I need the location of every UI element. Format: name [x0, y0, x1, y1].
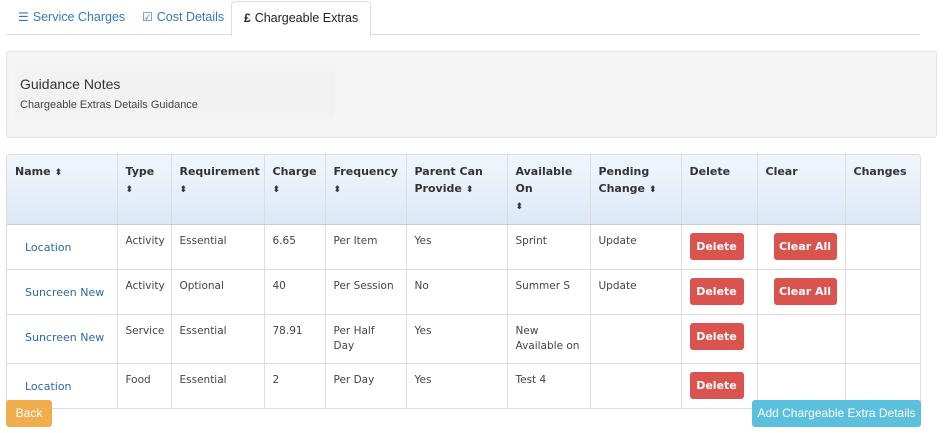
tab-cost-details[interactable]: ☑ Cost Details [142, 0, 224, 35]
back-button[interactable]: Back [6, 400, 52, 427]
sort-icon[interactable]: ⬍ [333, 185, 342, 195]
cell-changes [845, 269, 920, 315]
cell-requirement: Essential [171, 314, 265, 364]
sort-icon[interactable]: ⬍ [54, 168, 63, 178]
table-row: Location Activity Essential 6.65 Per Item Yes… [7, 224, 920, 270]
cell-available: Sprint [507, 224, 591, 270]
extra-name-link[interactable]: Suncreen New [25, 286, 105, 299]
delete-button[interactable]: Delete [689, 233, 744, 260]
delete-button[interactable]: Delete [689, 372, 744, 399]
cell-charge: 40 [264, 269, 326, 315]
clear-all-button[interactable]: Clear All [773, 233, 837, 260]
column-header[interactable]: Charge ⬍ [264, 155, 326, 225]
cell-charge: 6.65 [264, 224, 326, 270]
column-header-label: Clear [765, 165, 798, 178]
cell-requirement: Optional [171, 269, 265, 315]
column-header[interactable]: Requirement ⬍ [171, 155, 265, 225]
table-row: Suncreen New Activity Optional 40 Per Sessio… [7, 269, 920, 315]
sort-icon[interactable]: ⬍ [515, 202, 524, 212]
guidance-panel: Guidance Notes Chargeable Extras Details… [6, 51, 937, 138]
column-header-label: Charge [272, 165, 317, 178]
cell-pending: Update [590, 224, 682, 270]
cell-parent: No [406, 269, 508, 315]
column-header-label: Delete [689, 165, 731, 178]
guidance-title: Guidance Notes [20, 76, 121, 92]
column-header[interactable]: Parent Can Provide ⬍ [406, 155, 508, 225]
cell-requirement: Essential [171, 363, 265, 408]
cell-changes [845, 314, 920, 364]
delete-button[interactable]: Delete [689, 278, 744, 305]
cell-type: Activity [117, 269, 172, 315]
cell-parent: Yes [406, 314, 508, 364]
pound-icon: £ [244, 11, 251, 25]
sort-icon[interactable]: ⬍ [272, 185, 281, 195]
list-icon: ☰ [18, 10, 29, 24]
cell-type: Activity [117, 224, 172, 270]
cell-available: New Available on [507, 314, 591, 364]
sort-icon[interactable]: ⬍ [465, 185, 474, 195]
cell-frequency: Per Half Day [325, 314, 407, 364]
cell-requirement: Essential [171, 224, 265, 270]
add-chargeable-extra-button[interactable]: Add Chargeable Extra Details [752, 400, 921, 427]
cell-frequency: Per Session [325, 269, 407, 315]
column-header[interactable]: Available On ⬍ [507, 155, 591, 225]
tab-bar: ☰ Service Charges ☑ Cost Details £ Chargeab… [6, 0, 920, 37]
cell-available: Test 4 [507, 363, 591, 408]
guidance-text: Chargeable Extras Details Guidance [20, 99, 198, 111]
cell-parent: Yes [406, 363, 508, 408]
delete-button[interactable]: Delete [689, 323, 744, 350]
column-header-label: Changes [853, 165, 907, 178]
tab-service-charges[interactable]: ☰ Service Charges [18, 0, 125, 35]
column-header: Changes [845, 155, 920, 225]
sort-icon[interactable]: ⬍ [649, 185, 657, 195]
cell-pending [590, 363, 682, 408]
column-header[interactable]: Type ⬍ [117, 155, 172, 225]
chargeable-extras-table: Name ⬍ Type ⬍ Requirement ⬍ Charge ⬍ Frequency ⬍ P… [6, 154, 921, 409]
table-row: Location Food Essential 2 Per Day Yes Test 4 De… [7, 363, 920, 408]
cell-frequency: Per Day [325, 363, 407, 408]
column-header[interactable]: Frequency ⬍ [325, 155, 407, 225]
tab-chargeable-extras[interactable]: £ Chargeable Extras [231, 1, 372, 37]
column-header-label: Requirement [179, 165, 260, 178]
cell-type: Service [117, 314, 172, 364]
column-header: Delete [681, 155, 758, 225]
clear-all-button[interactable]: Clear All [773, 278, 837, 305]
cell-changes [845, 224, 920, 270]
column-header-label: Name [15, 165, 51, 178]
cell-type: Food [117, 363, 172, 408]
column-header[interactable]: Pending Change ⬍ [590, 155, 682, 225]
table-row: Suncreen New Service Essential 78.91 Per Hal… [7, 314, 920, 364]
cell-pending [590, 314, 682, 364]
extra-name-link[interactable]: Suncreen New [25, 331, 105, 344]
check-square-icon: ☑ [142, 10, 153, 24]
column-header-label: Type [125, 165, 155, 178]
column-header[interactable]: Name ⬍ [7, 155, 118, 225]
column-header-label: Pending Change [598, 165, 650, 195]
cell-frequency: Per Item [325, 224, 407, 270]
sort-icon[interactable]: ⬍ [179, 185, 188, 195]
column-header-label: Parent Can Provide [414, 165, 483, 195]
column-header-label: Frequency [333, 165, 398, 178]
cell-charge: 78.91 [264, 314, 326, 364]
cell-charge: 2 [264, 363, 326, 408]
column-header: Clear [757, 155, 846, 225]
extra-name-link[interactable]: Location [25, 241, 72, 254]
cell-available: Summer S [507, 269, 591, 315]
cell-pending: Update [590, 269, 682, 315]
column-header-label: Available On [515, 165, 573, 195]
sort-icon[interactable]: ⬍ [125, 185, 134, 195]
extra-name-link[interactable]: Location [25, 380, 72, 393]
cell-parent: Yes [406, 224, 508, 270]
